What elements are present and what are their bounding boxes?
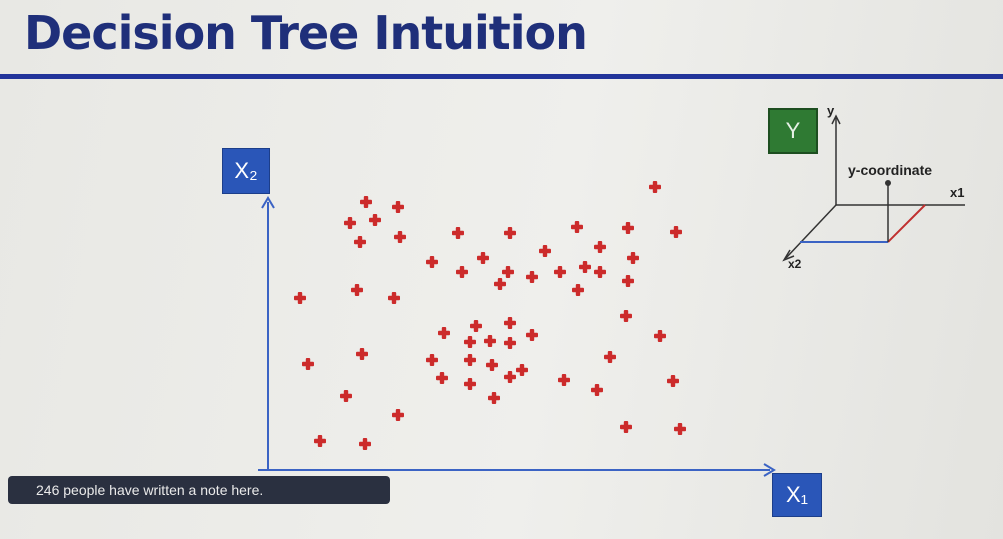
- plus-marker: [438, 327, 450, 339]
- marker-group: [294, 181, 686, 450]
- plus-marker: [591, 384, 603, 396]
- plus-marker: [558, 374, 570, 386]
- mini-point: [885, 180, 891, 186]
- target-y-box: Y: [768, 108, 818, 154]
- plus-marker: [579, 261, 591, 273]
- notes-banner[interactable]: 246 people have written a note here.: [8, 476, 390, 504]
- mini-axes-diagram: y x1 x2 y-coordinate: [782, 103, 965, 271]
- plus-marker: [627, 252, 639, 264]
- plus-marker: [369, 214, 381, 226]
- plus-marker: [354, 236, 366, 248]
- plus-marker: [486, 359, 498, 371]
- plus-marker: [344, 217, 356, 229]
- mini-annotation: y-coordinate: [848, 162, 932, 178]
- plus-marker: [504, 337, 516, 349]
- plus-marker: [494, 278, 506, 290]
- plus-marker: [539, 245, 551, 257]
- mini-y-label: y: [827, 103, 835, 118]
- plus-marker: [477, 252, 489, 264]
- plus-marker: [670, 226, 682, 238]
- plus-marker: [654, 330, 666, 342]
- plus-marker: [516, 364, 528, 376]
- plus-marker: [526, 329, 538, 341]
- plus-marker: [572, 284, 584, 296]
- plus-marker: [571, 221, 583, 233]
- plus-marker: [554, 266, 566, 278]
- plus-marker: [526, 271, 538, 283]
- plus-marker: [504, 317, 516, 329]
- y-axis-label: X₂: [222, 148, 270, 194]
- mini-x1-label: x1: [950, 185, 964, 200]
- plus-marker: [456, 266, 468, 278]
- mini-x2-axis: [785, 204, 837, 259]
- plus-marker: [426, 256, 438, 268]
- plus-marker: [302, 358, 314, 370]
- plus-marker: [620, 310, 632, 322]
- plus-marker: [464, 378, 476, 390]
- plus-marker: [504, 227, 516, 239]
- plus-marker: [351, 284, 363, 296]
- plus-marker: [620, 421, 632, 433]
- plus-marker: [464, 354, 476, 366]
- plus-marker: [594, 266, 606, 278]
- plus-marker: [340, 390, 352, 402]
- plus-marker: [452, 227, 464, 239]
- plus-marker: [488, 392, 500, 404]
- x-axis-arrow: [763, 463, 776, 477]
- plus-marker: [622, 222, 634, 234]
- plus-marker: [594, 241, 606, 253]
- plus-marker: [392, 201, 404, 213]
- plus-marker: [426, 354, 438, 366]
- plus-marker: [314, 435, 326, 447]
- plus-marker: [470, 320, 482, 332]
- plus-marker: [464, 336, 476, 348]
- plus-marker: [294, 292, 306, 304]
- plus-marker: [394, 231, 406, 243]
- slide-title: Decision Tree Intuition: [24, 6, 588, 60]
- plus-marker: [436, 372, 448, 384]
- x-axis-label: X₁: [772, 473, 822, 517]
- plus-marker: [622, 275, 634, 287]
- plus-marker: [360, 196, 372, 208]
- plus-marker: [674, 423, 686, 435]
- plus-marker: [667, 375, 679, 387]
- plus-marker: [502, 266, 514, 278]
- mini-red-line: [887, 204, 926, 243]
- plus-marker: [504, 371, 516, 383]
- mini-x2-label: x2: [788, 257, 802, 271]
- plus-marker: [604, 351, 616, 363]
- plus-marker: [484, 335, 496, 347]
- plus-marker: [649, 181, 661, 193]
- plus-marker: [356, 348, 368, 360]
- plus-marker: [388, 292, 400, 304]
- plus-marker: [359, 438, 371, 450]
- title-divider: [0, 74, 1003, 79]
- y-axis-arrow: [261, 196, 275, 209]
- plus-marker: [392, 409, 404, 421]
